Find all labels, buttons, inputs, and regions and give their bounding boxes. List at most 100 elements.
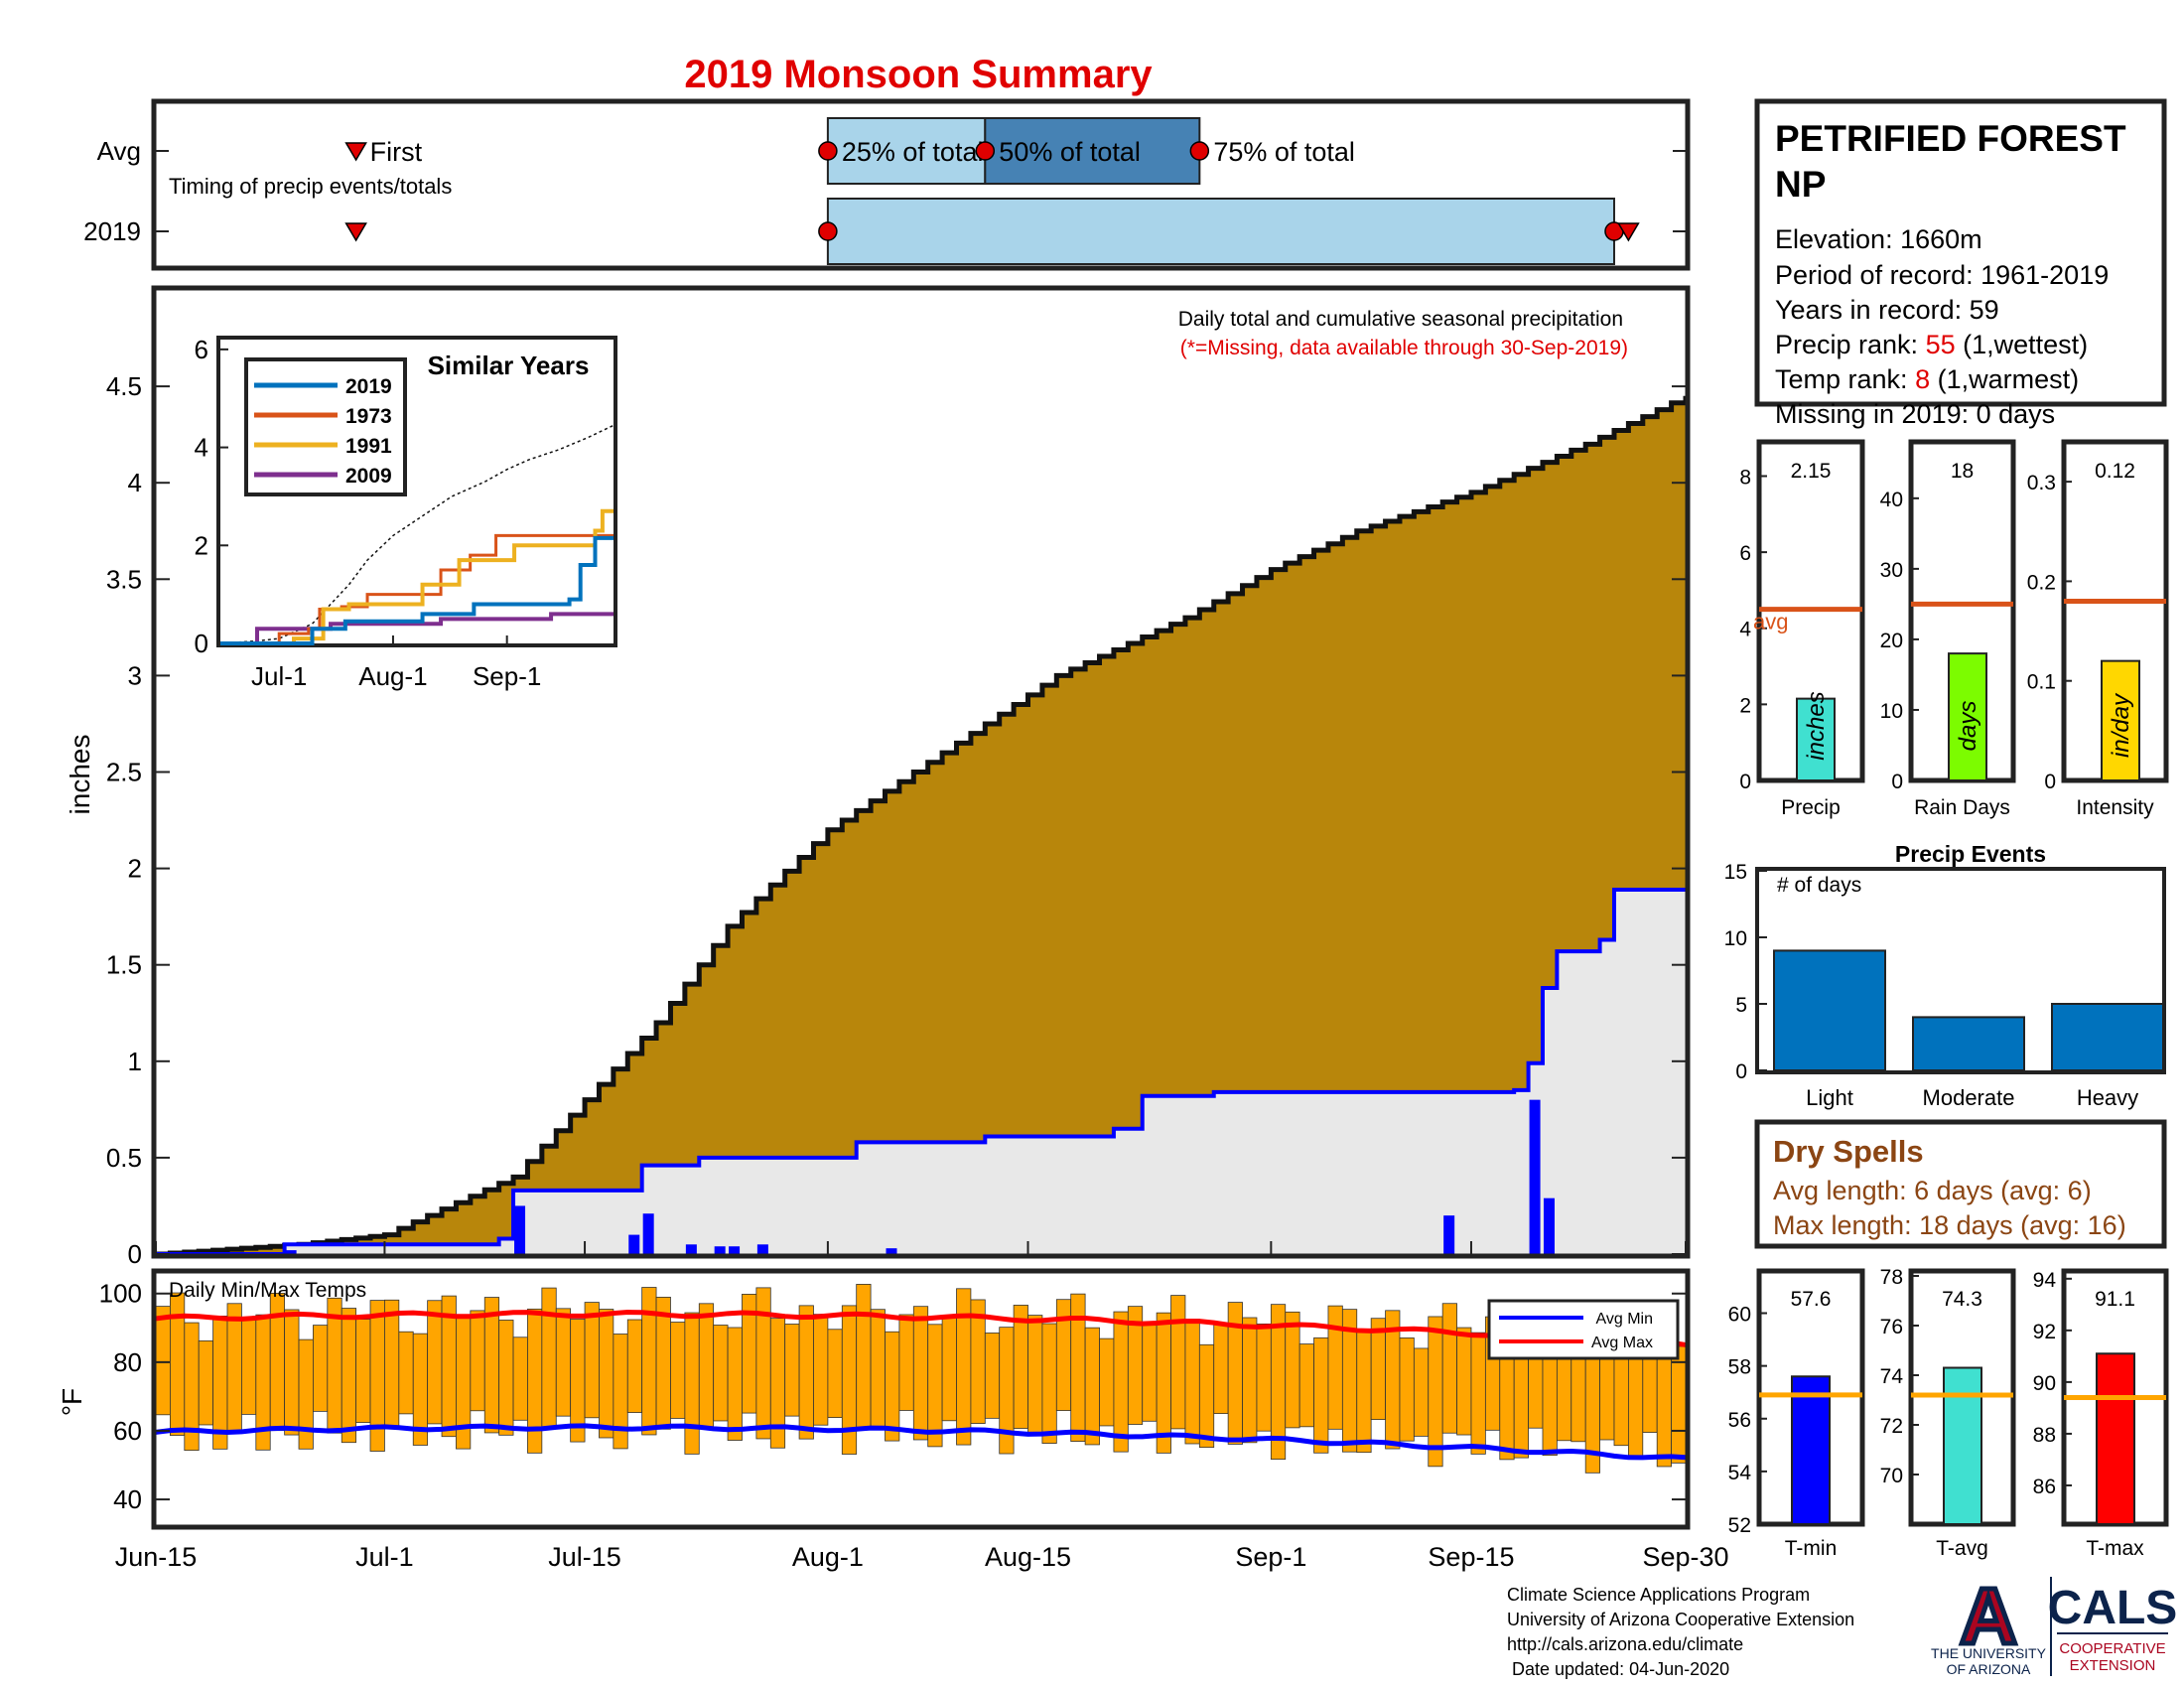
daily-temp-bar [912,1306,929,1441]
daily-temp-bar [1613,1349,1629,1447]
avg-max-line [155,1310,1687,1347]
inset-xtick-label: Jul-1 [251,661,307,691]
daily-temp-bar [641,1287,657,1436]
temp-bar-ytick-label: 58 [1728,1356,1751,1379]
inset-line-1991 [220,508,614,645]
temp-bar-value-label: 91.1 [2095,1288,2135,1311]
side-bar-unit: days [1955,701,1981,752]
daily-temp-bar [341,1308,357,1444]
temp-bar-ytick-label: 54 [1728,1462,1752,1484]
temps-chart: Daily Min/Max Temps °F 40 60 80 100 Avg Min… [57,1268,1691,1530]
daily-temp-bar [584,1302,600,1419]
temps-title: Daily Min/Max Temps [169,1279,366,1302]
temp-bar-ytick-label: 56 [1728,1409,1751,1432]
main-ytick-label: 0.5 [106,1143,142,1173]
daily-temp-bar [483,1297,500,1434]
avg-50-label: 50% of total [999,137,1141,167]
ua-logo-line1: THE UNIVERSITY [1931,1645,2047,1661]
side-bar-value [1948,652,1987,781]
side-bar-value [2101,659,2140,781]
side-bar-value-label: 2.15 [1791,460,1832,483]
dry-spells-box: Dry Spells Avg length: 6 days (avg: 6) M… [1754,1119,2167,1249]
daily-temp-bar [241,1320,257,1415]
side-bar-ytick-label: 2 [1739,694,1751,717]
footer-line1: Climate Science Applications Program [1507,1585,1810,1605]
daily-temp-bar [512,1336,528,1421]
temps-legend: Avg Min Avg Max [1487,1299,1680,1360]
side-bar-value-label: 0.12 [2095,460,2135,483]
events-category-label: Light [1806,1085,1853,1110]
avg-50-marker [975,141,996,161]
daily-precip-bar [756,1244,768,1254]
main-chart-ylabel: inches [65,735,95,815]
temp-bar-value [1791,1375,1831,1525]
temp-bar-ytick-label: 86 [2033,1476,2056,1498]
xtick-label: Aug-1 [792,1542,864,1572]
xtick-label: Sep-1 [1235,1542,1306,1572]
timing-note: Timing of precip events/totals [169,174,452,199]
daily-temp-bar [155,1306,171,1416]
daily-temp-bar [898,1314,914,1411]
daily-precip-bar [685,1244,697,1254]
university-of-arizona-logo: A THE UNIVERSITY OF ARIZONA [1931,1570,2047,1678]
avg-box-50-75 [984,117,1201,185]
timing-avg-label: Avg [97,136,141,166]
daily-temp-bar [626,1319,643,1413]
events-category-label: Heavy [2077,1085,2138,1110]
daily-temp-bar [1399,1337,1415,1442]
main-ytick-label: 4.5 [106,371,142,401]
inset-ytick-label: 4 [195,433,208,463]
temp-ytick-label: 60 [113,1416,142,1446]
main-ytick-label: 0 [128,1239,142,1269]
daily-temp-bar [1084,1327,1100,1446]
daily-temp-bar [984,1333,1001,1419]
temps-ylabel: °F [57,1388,87,1416]
daily-temp-bar [1671,1345,1687,1464]
side-bar-label: Precip [1781,796,1841,819]
page-title: 2019 Monsoon Summary [684,53,1153,96]
inset-title: Similar Years [428,351,590,380]
temp-bar-value [1943,1366,1982,1525]
temperature-bar-charts: 52 54 56 58 60 57.6 T-min 70 72 74 76 78 74.3 T-avg 86… [1728,1266,2169,1560]
avg-25-label: 25% of total [842,137,984,167]
inset-legend-label: 1973 [345,405,392,428]
daily-temp-bar [1041,1323,1057,1444]
events-bar [1912,1016,2025,1072]
side-bar-value-label: 18 [1951,460,1974,483]
inset-xtick-label: Aug-1 [358,661,427,691]
temp-bar-ytick-label: 88 [2033,1424,2056,1447]
daily-temp-bar [1027,1315,1043,1437]
daily-precip-bar [285,1250,297,1254]
xtick-label: Jul-15 [548,1542,621,1572]
daily-temp-bar [384,1299,400,1430]
cals-logo-line1: COOPERATIVE [2059,1640,2165,1657]
avg-min-line [155,1423,1687,1461]
daily-precip-bar [642,1213,654,1254]
daily-precip-bar [1529,1099,1541,1254]
xtick-label: Sep-15 [1428,1542,1514,1572]
cumulative-2019-line [156,887,1686,1256]
main-ytick-label: 1 [128,1047,142,1076]
side-bar-unit: inches [1803,691,1830,760]
average-cumulative-line [156,395,1689,1257]
daily-temp-bar [599,1309,614,1439]
daily-temp-bar [198,1339,214,1426]
avg-box-25-50 [826,117,987,185]
y2019-25-marker [818,221,838,241]
side-bar-ytick-label: 8 [1739,466,1751,489]
side-bar-ytick-label: 40 [1880,489,1903,511]
events-ytick-label: 10 [1724,927,1747,950]
legend-avg-max: Avg Max [1591,1335,1653,1351]
inset-ytick-label: 0 [195,629,208,658]
temp-bar-ytick-label: 78 [1880,1266,1903,1289]
avg-25-marker [818,141,838,161]
daily-temp-bar [798,1305,814,1440]
legend-avg-min: Avg Min [1595,1311,1653,1328]
daily-temp-bar [298,1338,314,1450]
daily-temp-bar [1413,1347,1430,1437]
daily-temp-bar [1099,1337,1115,1427]
avg-75-marker [1189,141,1210,161]
events-ytick-label: 5 [1735,994,1747,1017]
side-bar-value [1796,697,1836,781]
station-name-line2: NP [1775,164,1826,205]
